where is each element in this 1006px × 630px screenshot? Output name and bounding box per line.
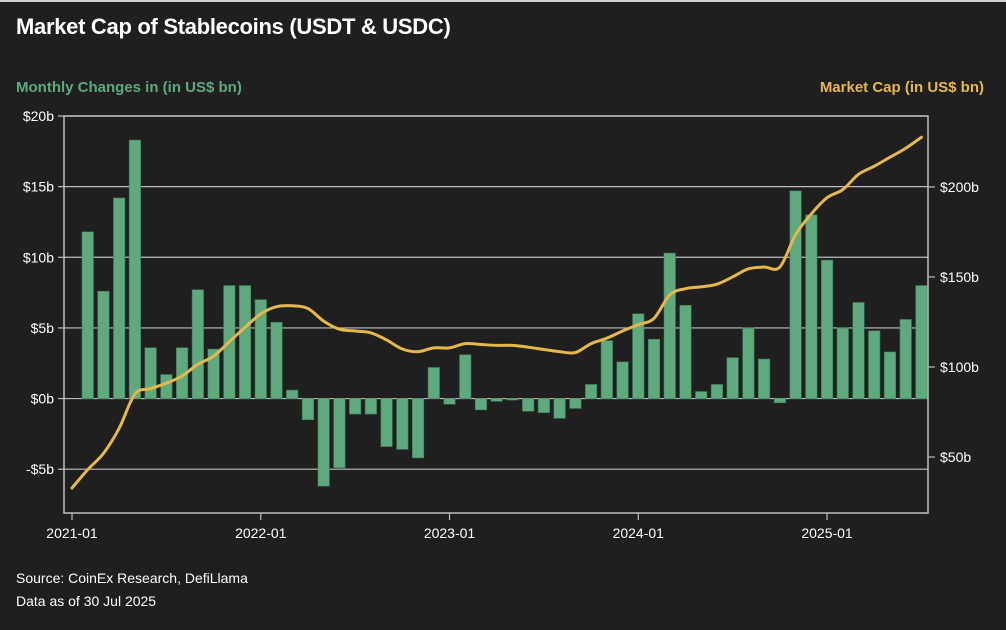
- bar-monthly-change: [647, 338, 661, 399]
- bar-monthly-change: [585, 384, 598, 399]
- bar-monthly-change: [160, 374, 173, 399]
- left-tick-label: $5b: [31, 320, 55, 336]
- bar-monthly-change: [836, 327, 849, 399]
- bar-monthly-change: [349, 398, 362, 415]
- bar-monthly-change: [695, 391, 708, 399]
- left-tick-label: -$5b: [26, 461, 54, 477]
- x-tick-label: 2021-01: [46, 525, 98, 541]
- x-tick-label: 2022-01: [235, 525, 287, 541]
- left-tick-label: $0b: [31, 391, 55, 407]
- bar-monthly-change: [191, 289, 204, 399]
- left-tick-label: $15b: [23, 179, 54, 195]
- bar-monthly-change: [616, 361, 629, 399]
- source-note: Source: CoinEx Research, DefiLlama: [16, 570, 248, 586]
- right-tick-label: $50b: [940, 449, 971, 465]
- plot-frame: [63, 115, 929, 514]
- bar-monthly-change: [490, 398, 503, 402]
- bar-monthly-change: [380, 398, 393, 447]
- bar-monthly-change: [317, 398, 330, 487]
- bar-monthly-change: [443, 398, 456, 405]
- x-tick-label: 2023-01: [424, 525, 476, 541]
- bar-monthly-change: [679, 305, 692, 399]
- bar-monthly-change: [128, 139, 141, 399]
- right-tick-label: $100b: [940, 359, 979, 375]
- bar-monthly-change: [663, 252, 676, 399]
- bar-monthly-change: [742, 327, 755, 399]
- x-tick-label: 2024-01: [613, 525, 665, 541]
- bar-monthly-change: [789, 190, 802, 399]
- bar-monthly-change: [364, 398, 377, 415]
- bar-monthly-change: [820, 259, 834, 399]
- bar-monthly-change: [207, 348, 220, 399]
- x-tick-label: 2025-01: [801, 525, 853, 541]
- bar-monthly-change: [852, 302, 865, 399]
- bar-monthly-change: [81, 231, 94, 399]
- bar-monthly-change: [301, 398, 315, 421]
- bar-monthly-change: [254, 299, 267, 399]
- left-tick-label: $10b: [23, 249, 54, 265]
- bar-monthly-change: [805, 214, 818, 399]
- bar-monthly-change: [553, 398, 566, 419]
- bar-monthly-change: [506, 398, 519, 401]
- right-tick-label: $150b: [940, 269, 979, 285]
- bar-monthly-change: [412, 398, 425, 459]
- bar-monthly-change: [333, 398, 346, 469]
- bar-monthly-change: [710, 384, 723, 399]
- bar-monthly-change: [915, 285, 928, 399]
- bar-monthly-change: [868, 330, 881, 399]
- bar-monthly-change: [459, 354, 472, 399]
- bar-monthly-change: [899, 319, 912, 399]
- bar-monthly-change: [569, 398, 582, 409]
- chart-title: Market Cap of Stablecoins (USDT & USDC): [16, 14, 451, 39]
- bar-monthly-change: [632, 313, 645, 399]
- bar-monthly-change: [97, 290, 110, 399]
- right-axis-title: Market Cap (in US$ bn): [819, 79, 984, 96]
- market-cap-line: [70, 135, 923, 490]
- bar-monthly-change: [600, 340, 613, 399]
- bar-monthly-change: [113, 197, 126, 399]
- bar-monthly-change: [427, 367, 440, 399]
- bar-monthly-change: [396, 398, 409, 450]
- bar-monthly-change: [522, 398, 535, 412]
- bar-monthly-change: [144, 347, 157, 399]
- left-tick-label: $20b: [23, 108, 54, 124]
- bar-monthly-change: [270, 321, 283, 399]
- bar-monthly-change: [474, 398, 488, 411]
- bar-monthly-change: [883, 351, 897, 399]
- bar-monthly-change: [758, 358, 771, 399]
- left-axis-title: Monthly Changes in (in US$ bn): [16, 79, 242, 96]
- right-tick-label: $200b: [940, 179, 979, 195]
- bar-monthly-change: [537, 398, 550, 413]
- data-date-note: Data as of 30 Jul 2025: [16, 593, 157, 609]
- bar-monthly-change: [286, 389, 299, 399]
- bar-monthly-change: [773, 398, 786, 404]
- bar-monthly-change: [238, 285, 252, 399]
- bar-monthly-change: [726, 357, 739, 399]
